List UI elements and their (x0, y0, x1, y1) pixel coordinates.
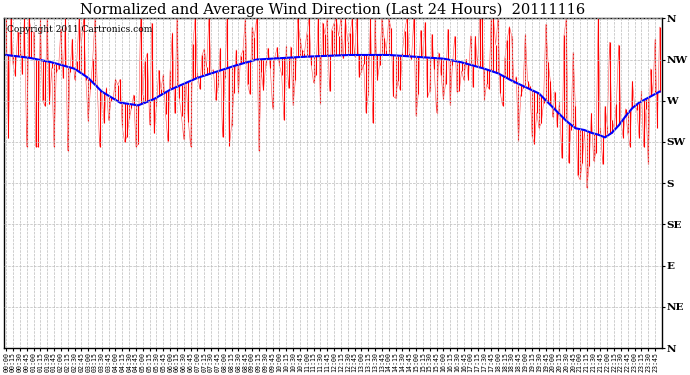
Title: Normalized and Average Wind Direction (Last 24 Hours)  20111116: Normalized and Average Wind Direction (L… (80, 3, 586, 17)
Text: Copyright 2011 Cartronics.com: Copyright 2011 Cartronics.com (7, 25, 152, 34)
